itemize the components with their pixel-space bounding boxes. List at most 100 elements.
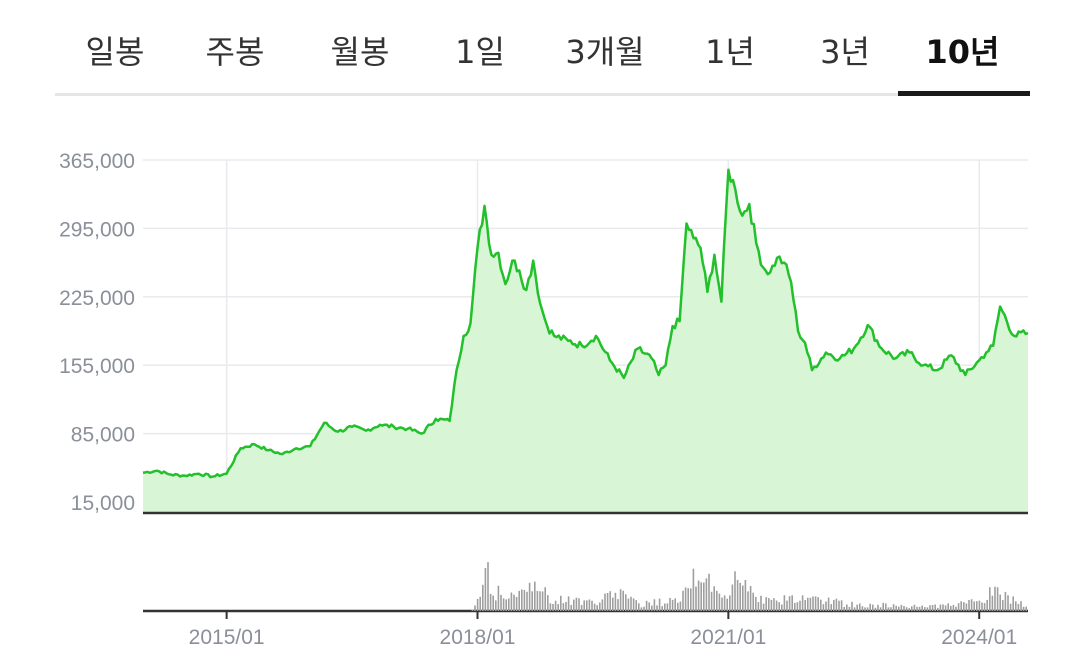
volume-bar [788, 596, 791, 611]
volume-bar [708, 573, 710, 611]
volume-bar [877, 604, 879, 611]
volume-bar [742, 585, 744, 611]
tab-monthly[interactable]: 월봉 [330, 33, 390, 71]
tab-daily[interactable]: 일봉 [85, 33, 145, 71]
volume-bar [736, 579, 739, 611]
volume-bar [770, 599, 773, 611]
volume-bar [669, 597, 671, 611]
volume-bar [989, 587, 991, 611]
y-tick-label: 155,000 [59, 355, 135, 378]
volume-bar [931, 604, 934, 611]
volume-bar [703, 582, 705, 611]
volume-bar [523, 590, 526, 611]
volume-bar [487, 562, 489, 611]
volume-bar [599, 602, 601, 611]
volume-bar [690, 588, 692, 611]
volume-bar [731, 584, 734, 611]
volume-bar [591, 600, 593, 611]
volume-bar [937, 607, 939, 611]
volume-bar [1002, 600, 1004, 611]
tab-1-year[interactable]: 1년 [705, 33, 755, 71]
volume-bar [799, 600, 801, 611]
volume-bar [744, 580, 747, 611]
volume-bar [700, 582, 702, 611]
volume-bar [960, 601, 962, 611]
y-tick-label: 15,000 [71, 492, 135, 515]
volume-bar [814, 596, 817, 611]
volume-bar [965, 603, 968, 611]
volume-bar [749, 586, 752, 611]
volume-bar [601, 599, 604, 611]
volume-bar [656, 605, 658, 611]
volume-bar [775, 600, 778, 611]
volume-bar [565, 601, 567, 611]
volume-bar [996, 587, 999, 611]
volume-bar [580, 605, 583, 611]
volume-bar [794, 602, 796, 611]
volume-bar [986, 599, 988, 611]
volume-bar [786, 600, 788, 611]
volume-bar [664, 603, 666, 611]
price-area [143, 169, 1028, 514]
x-tick-label: 2018/01 [440, 626, 516, 649]
volume-bar [970, 599, 973, 611]
volume-bar [554, 600, 557, 611]
volume-bar [1012, 596, 1014, 611]
volume-bar [1020, 601, 1022, 611]
volume-bar [843, 607, 845, 611]
volume-bar [900, 604, 903, 611]
volume-bar [851, 601, 853, 611]
volume-bar [573, 599, 575, 611]
tab-1-day[interactable]: 1일 [455, 33, 505, 71]
volume-bar [521, 589, 523, 611]
volume-bar [929, 605, 931, 611]
volume-bar [861, 606, 864, 611]
volume-bar [534, 581, 536, 611]
volume-bar [692, 568, 695, 611]
volume-bar [755, 596, 757, 611]
y-tick-label: 295,000 [59, 218, 135, 241]
volume-bar [947, 603, 949, 611]
volume-bar [513, 594, 515, 611]
volume-bar [820, 599, 822, 611]
volume-bar [604, 593, 606, 611]
volume-bar [531, 591, 533, 611]
volume-bar [578, 598, 580, 611]
tab-3-months[interactable]: 3개월 [565, 33, 645, 71]
volume-bar [500, 594, 502, 611]
volume-bar [869, 603, 871, 611]
volume-bar [781, 604, 783, 611]
volume-bar [978, 600, 981, 611]
tab-3-years[interactable]: 3년 [820, 33, 870, 71]
volume-bar [924, 607, 926, 611]
volume-bar [539, 591, 541, 611]
volume-bar [918, 606, 921, 611]
volume-bar [866, 607, 869, 611]
volume-bar [710, 591, 713, 611]
volume-bar [991, 595, 994, 611]
volume-bar [526, 591, 528, 611]
tab-10-years[interactable]: 10년 [925, 33, 1000, 71]
volume-bar [983, 603, 986, 611]
volume-bar [492, 595, 494, 611]
volume-bar [586, 600, 588, 611]
volume-bar [747, 591, 749, 611]
volume-bar [957, 603, 960, 611]
volume-bar [833, 599, 835, 611]
volume-bar [661, 606, 663, 611]
volume-bar [593, 603, 596, 611]
volume-bar [874, 607, 877, 611]
volume-bar [739, 582, 741, 611]
volume-bar [890, 607, 892, 611]
volume-bar [762, 603, 765, 611]
volume-bar [892, 604, 895, 611]
active-tab-indicator [898, 91, 1030, 96]
volume-bar [944, 605, 947, 611]
volume-bar [482, 584, 484, 611]
tab-weekly[interactable]: 주봉 [205, 33, 265, 71]
volume-bar [552, 604, 554, 611]
volume-bar [588, 599, 591, 611]
volume-bar [495, 600, 497, 611]
y-tick-label: 85,000 [71, 424, 135, 447]
volume-bar [887, 607, 890, 611]
